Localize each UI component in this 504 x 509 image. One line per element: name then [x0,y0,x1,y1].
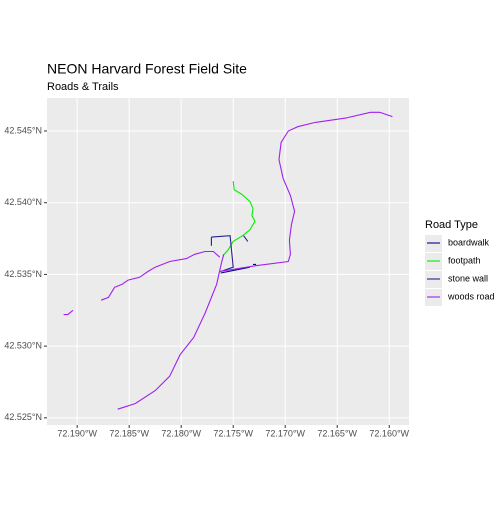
y-tick-label: 42.530°N [4,340,42,350]
chart-subtitle: Roads & Trails [47,81,119,93]
road-line [220,263,257,274]
road-line [222,181,256,257]
legend-title: Road Type [425,219,478,231]
x-tick-label: 72.175°W [213,428,253,438]
y-tick-label: 42.535°N [4,269,42,279]
x-tick-label: 72.170°W [265,428,305,438]
y-tick-label: 42.540°N [4,197,42,207]
y-tick-label: 42.525°N [4,412,42,422]
x-tick-label: 72.180°W [161,428,201,438]
y-tick-label: 42.545°N [4,125,42,135]
x-tick-label: 72.160°W [369,428,409,438]
x-tick-label: 72.190°W [57,428,97,438]
road-line [210,235,249,273]
x-tick-label: 72.165°W [317,428,357,438]
road-line [63,111,393,410]
chart-title: NEON Harvard Forest Field Site [47,61,247,77]
legend-label: footpath [448,255,481,265]
plot-panel [47,98,409,425]
legend-label: stone wall [448,273,488,283]
x-tick-label: 72.185°W [109,428,149,438]
legend-label: woods road [447,291,495,301]
legend-label: boardwalk [448,237,490,247]
